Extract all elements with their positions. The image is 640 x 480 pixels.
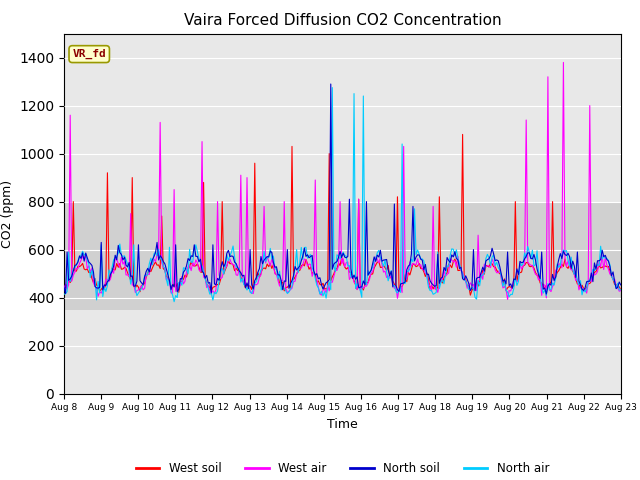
Bar <box>64 202 621 310</box>
Y-axis label: CO2 (ppm): CO2 (ppm) <box>1 180 13 248</box>
Title: Vaira Forced Diffusion CO2 Concentration: Vaira Forced Diffusion CO2 Concentration <box>184 13 501 28</box>
Legend: West soil, West air, North soil, North air: West soil, West air, North soil, North a… <box>131 457 554 480</box>
X-axis label: Time: Time <box>327 418 358 431</box>
Text: VR_fd: VR_fd <box>72 49 106 59</box>
